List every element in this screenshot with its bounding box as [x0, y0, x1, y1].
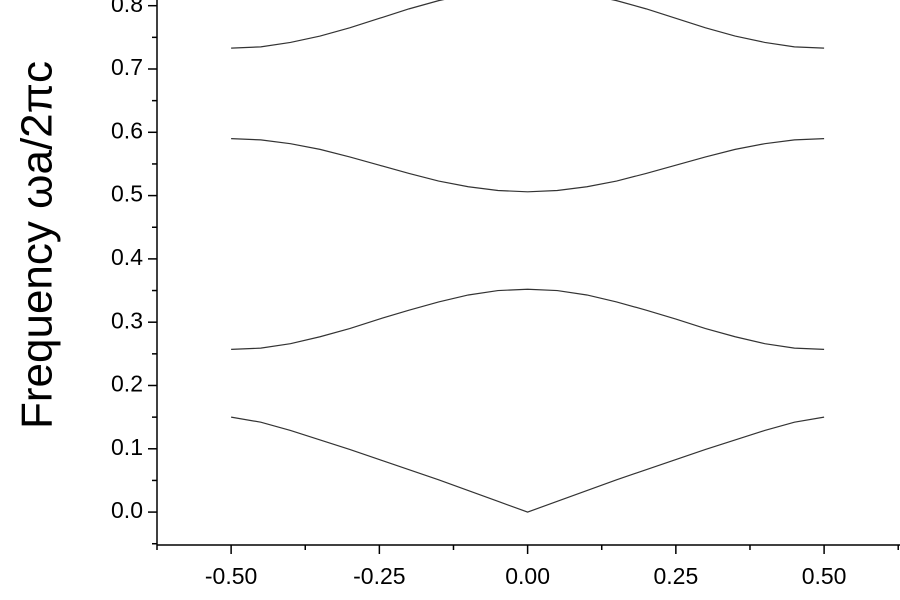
y-tick-label: 0.4	[111, 244, 143, 270]
band-line	[231, 0, 825, 49]
y-tick-label: 0.0	[111, 497, 143, 523]
y-tick-label: 0.5	[111, 181, 143, 207]
x-tick-label: 0.50	[802, 563, 847, 589]
y-tick-label: 0.8	[111, 0, 143, 17]
plot-area	[231, 0, 825, 513]
y-tick-label: 0.3	[111, 307, 143, 333]
x-tick-label: -0.50	[205, 563, 257, 589]
y-axis-title: Frequency ωa/2πc	[13, 61, 62, 429]
y-tick-label: 0.7	[111, 54, 143, 80]
y-tick-label: 0.6	[111, 117, 143, 143]
y-tick-label: 0.2	[111, 371, 143, 397]
x-tick-label: 0.25	[653, 563, 698, 589]
band-line	[231, 138, 825, 193]
x-tick-label: -0.25	[353, 563, 405, 589]
x-tick-label: 0.00	[505, 563, 550, 589]
band-line	[231, 288, 825, 351]
band-line	[231, 416, 825, 513]
y-tick-label: 0.1	[111, 434, 143, 460]
